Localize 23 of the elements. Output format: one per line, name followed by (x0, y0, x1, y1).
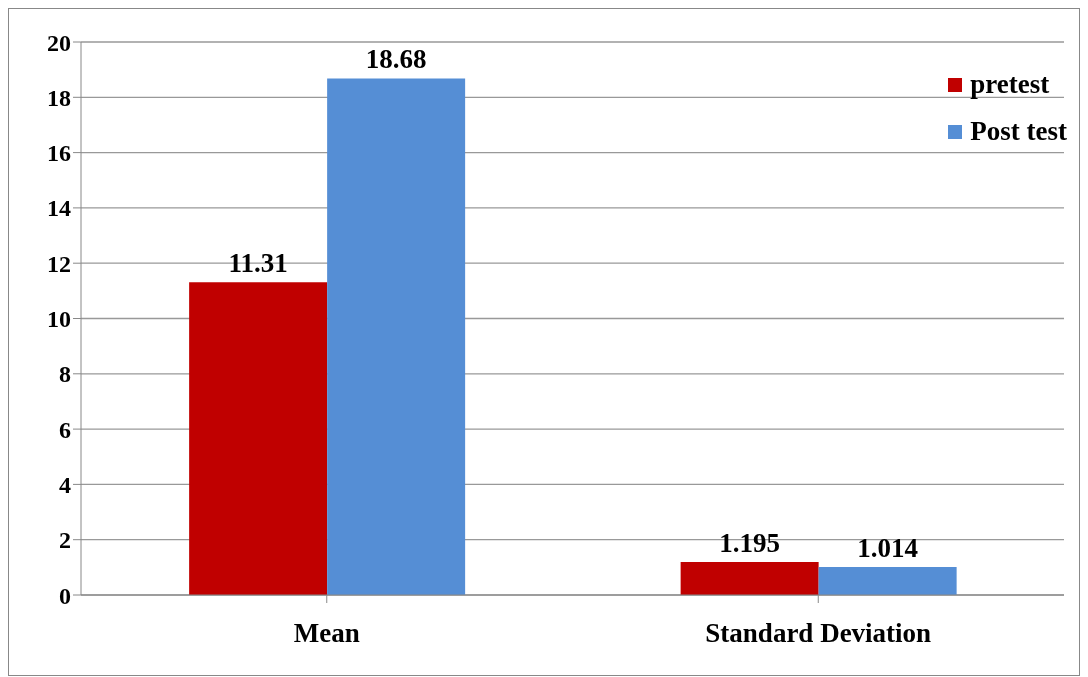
y-tick-label: 6 (59, 416, 71, 443)
y-tick-label: 16 (47, 140, 71, 167)
bar (818, 566, 957, 595)
bar (189, 282, 328, 595)
x-tick-label: Standard Deviation (705, 618, 932, 649)
y-tick-label: 0 (59, 582, 71, 609)
y-tick-label: 8 (59, 361, 71, 388)
legend-label: Post test (970, 116, 1067, 147)
y-tick-label: 14 (47, 195, 71, 222)
bar (680, 561, 819, 595)
bar (327, 78, 466, 595)
y-tick-label: 10 (47, 306, 71, 333)
data-label: 1.014 (857, 532, 919, 563)
y-tick-label: 18 (47, 84, 71, 111)
data-label: 18.68 (365, 44, 427, 75)
y-tick-label: 20 (47, 29, 71, 56)
data-label: 11.31 (228, 248, 288, 279)
y-tick-label: 12 (47, 250, 71, 277)
data-label: 1.195 (719, 527, 781, 558)
y-tick-label: 2 (59, 527, 71, 554)
y-tick-label: 4 (59, 471, 71, 498)
x-tick-label: Mean (293, 618, 360, 649)
legend-label: pretest (970, 69, 1050, 100)
